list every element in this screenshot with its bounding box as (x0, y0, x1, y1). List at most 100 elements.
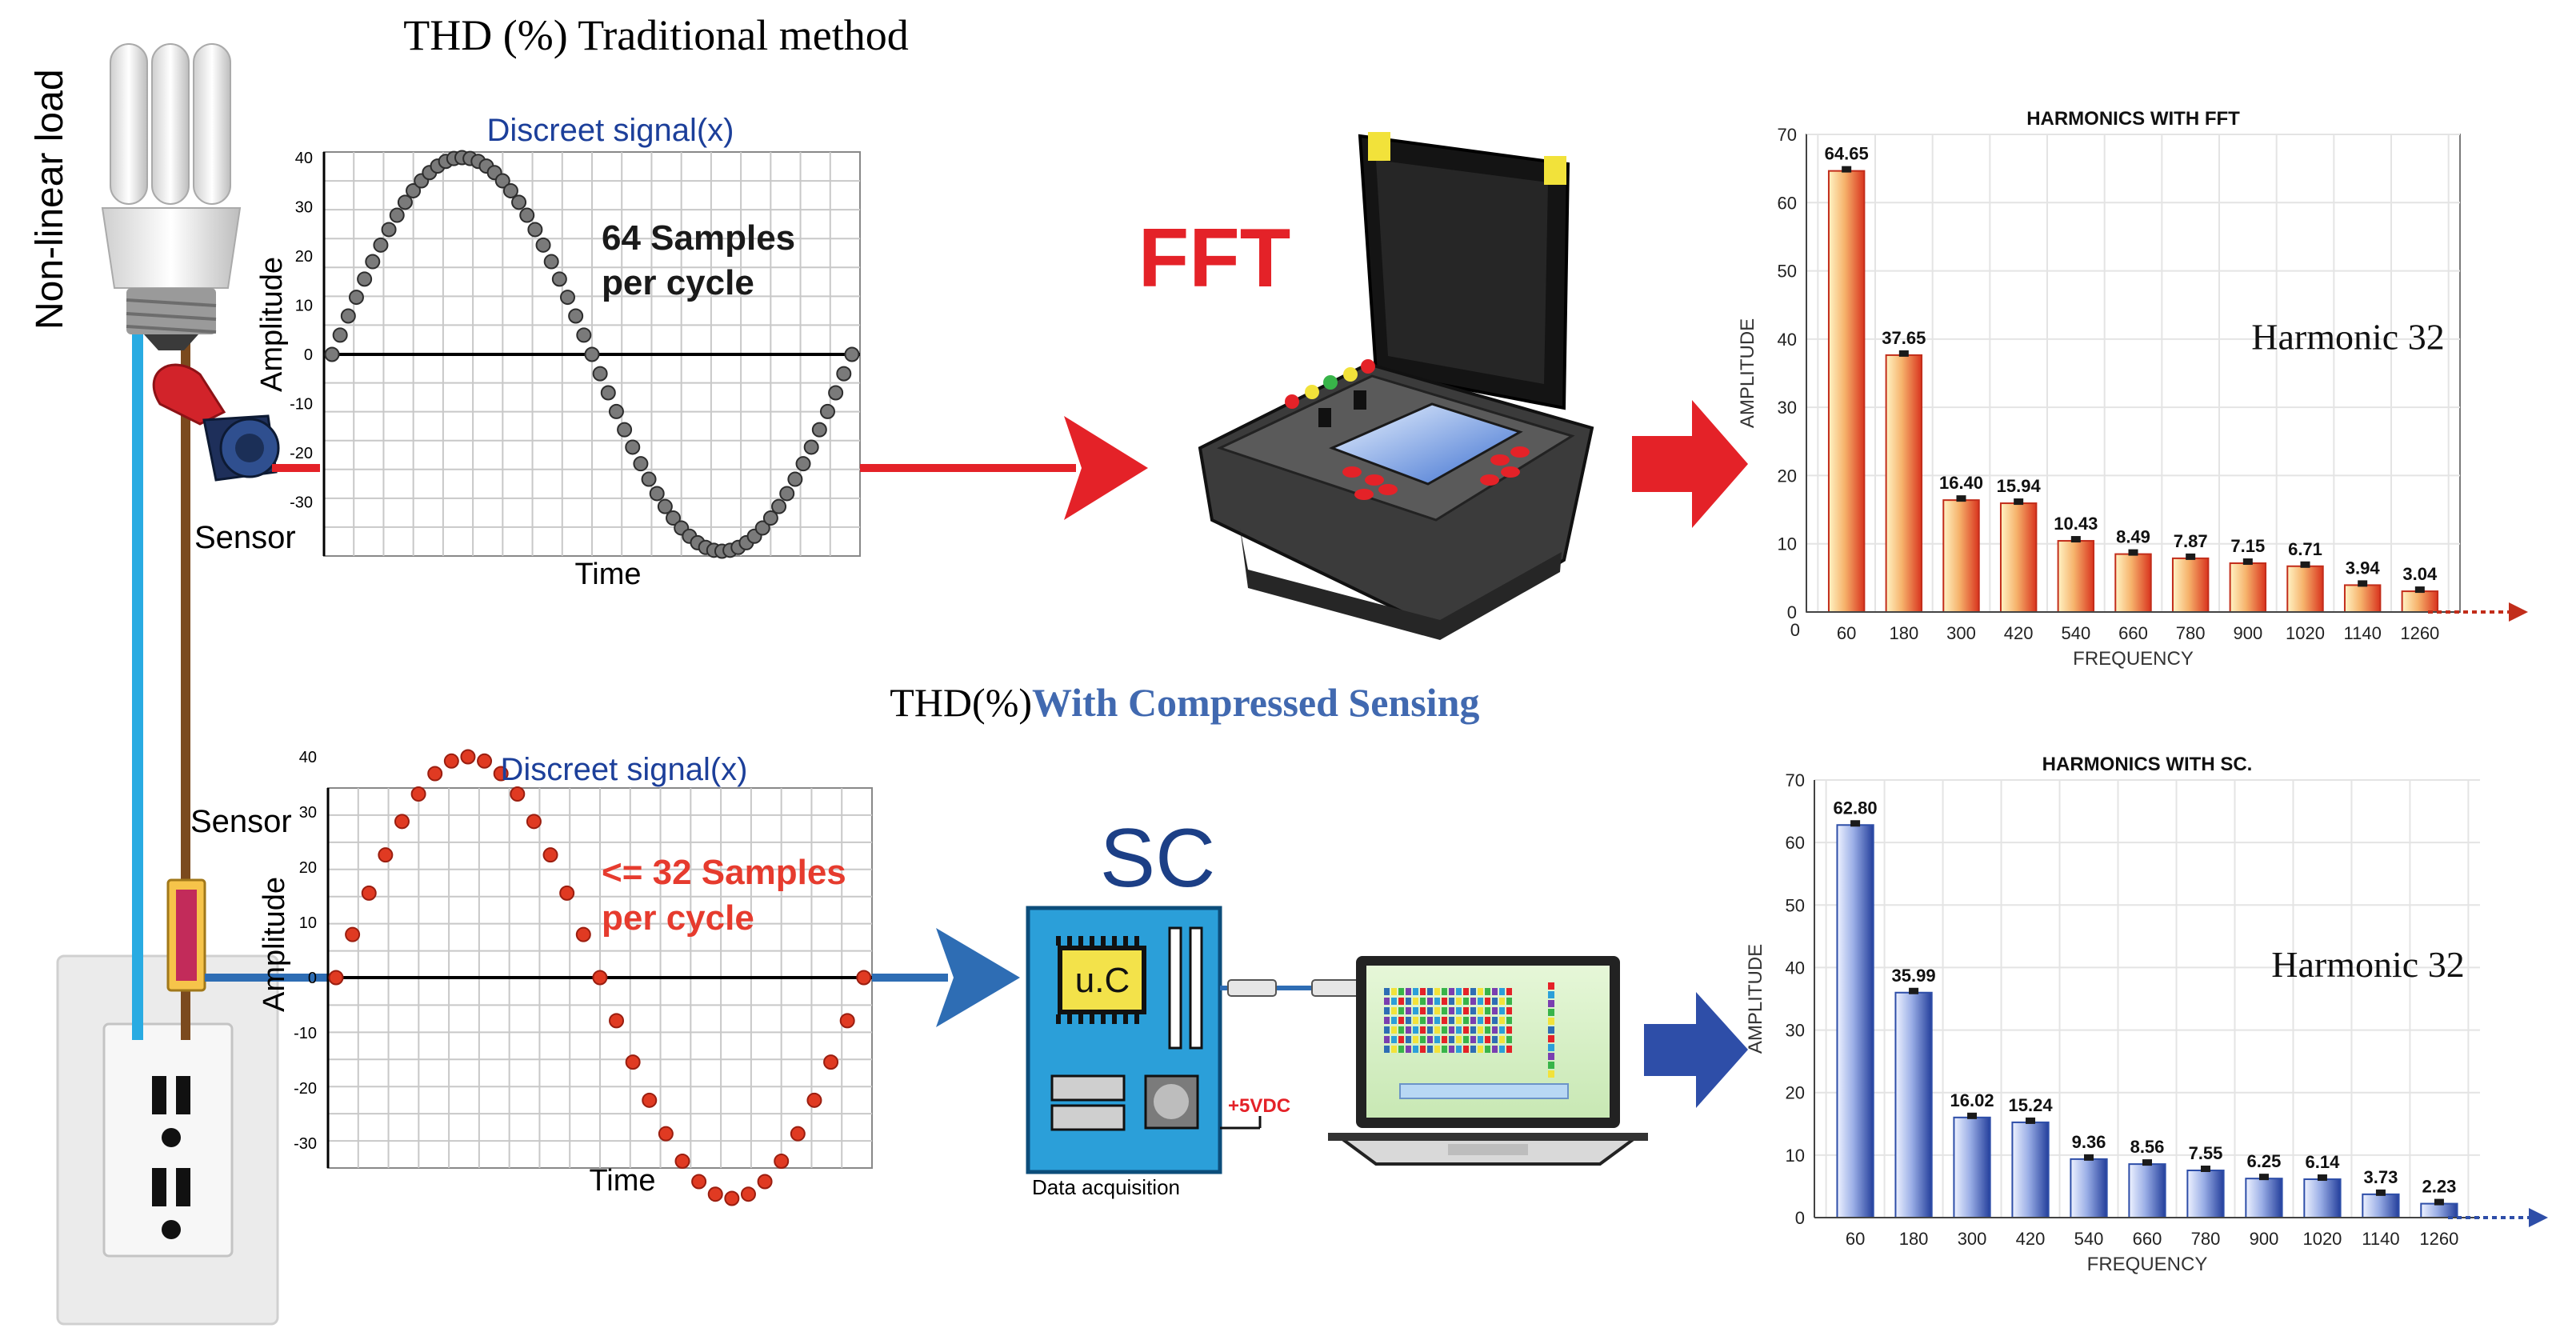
chart-value-label: 7.15 (2230, 536, 2265, 556)
signal-ytick-label: 10 (299, 914, 317, 932)
laptop-screen-pixel (1427, 1046, 1433, 1053)
laptop-screen-pixel (1398, 1036, 1404, 1043)
signal-sample-point (795, 456, 811, 472)
fft-label: FFT (1138, 212, 1291, 305)
chart-bar (2401, 590, 2439, 613)
chart-ytick-label: 0 (1795, 1208, 1805, 1228)
signal-sample-point (494, 173, 510, 189)
chart-harmonics-fft: 01020304050607064.656037.6518016.4030015… (1737, 108, 2528, 670)
signal-ytick-label: 40 (299, 749, 317, 766)
signal-plot-32-title: Discreet signal(x) (501, 752, 748, 787)
chart-ytick-label: 70 (1778, 125, 1797, 145)
laptop-screen-pixel (1420, 1026, 1426, 1034)
signal-sample-point (348, 290, 364, 306)
chart-bar (1942, 499, 1980, 613)
cfl-bulb-icon (101, 43, 242, 350)
laptop-screen-pixel (1485, 1036, 1490, 1043)
daq-label: Data acquisition (1032, 1175, 1180, 1199)
chart-value-label: 8.49 (2116, 527, 2150, 547)
laptop-screen-pixel (1456, 1046, 1462, 1053)
laptop-screen-pixel (1406, 998, 1411, 1005)
chart-ylabel: AMPLITUDE (1737, 318, 1758, 428)
signal-sample-point (526, 814, 542, 830)
laptop-screen-pixel (1506, 998, 1512, 1005)
laptop-screen-pixel (1470, 988, 1476, 995)
chart-value-label: 16.40 (1939, 473, 1983, 493)
chart-xtick-label: 180 (1899, 1229, 1929, 1249)
chart-value-label: 6.71 (2288, 539, 2322, 559)
chart-xtick-label: 540 (2061, 623, 2090, 643)
laptop-screen-pixel (1478, 1007, 1483, 1014)
signal-plot-64-xlabel: Time (574, 558, 641, 591)
laptop-screen-pixel (1398, 1007, 1404, 1014)
signal-ytick-label: -20 (290, 445, 313, 462)
signal-sample-point (345, 926, 361, 942)
signal-sample-point (828, 385, 844, 401)
laptop-screen-pixel (1548, 1018, 1554, 1025)
laptop-screen-pixel (1420, 988, 1426, 995)
signal-sample-point (551, 271, 567, 287)
laptop-screen-pixel (1384, 1026, 1390, 1034)
laptop-screen-pixel (1391, 1046, 1397, 1053)
chart-bar (2303, 1178, 2342, 1218)
laptop-screen-pixel (1463, 1036, 1469, 1043)
laptop-screen-pixel (1449, 1046, 1454, 1053)
signal-sample-point (762, 510, 778, 526)
chart-bar (1953, 1116, 1991, 1219)
chart-xtick-label: 900 (2250, 1229, 2279, 1249)
chart-bar-cap (2358, 580, 2368, 587)
chart-bar-cap (1842, 166, 1852, 173)
laptop-screen-pixel (1456, 998, 1462, 1005)
chart-bar-cap (2414, 586, 2425, 594)
chart-value-label: 6.25 (2247, 1151, 2282, 1171)
signal-sample-point (658, 1126, 674, 1142)
laptop-screen-pixel (1463, 1017, 1469, 1024)
chart-value-label: 6.14 (2306, 1152, 2341, 1172)
laptop-screen-pixel (1463, 988, 1469, 995)
signal-sample-point (625, 1054, 641, 1070)
signal-sample-point (510, 786, 526, 802)
chart-value-label: 15.24 (2009, 1095, 2054, 1115)
laptop-screen-pixel (1492, 1026, 1498, 1034)
laptop-screen-pixel (1499, 998, 1505, 1005)
chart-value-label: 37.65 (1882, 328, 1926, 348)
chart-value-label: 3.04 (2402, 564, 2438, 584)
signal-sample-point (633, 456, 649, 472)
signal-ytick-label: 20 (295, 248, 313, 266)
wall-outlet (56, 954, 279, 1326)
chart-ytick-label: 10 (1778, 534, 1797, 554)
laptop-screen-pixel (1442, 1026, 1447, 1034)
laptop-screen-pixel (1442, 988, 1447, 995)
laptop-screen-pixel (1478, 988, 1483, 995)
chart-bar-cap (2200, 1166, 2210, 1173)
signal-sample-point (641, 471, 657, 487)
signal-sample-point (340, 308, 356, 324)
signal-sample-point (568, 308, 584, 324)
laptop-screen-pixel (1456, 1007, 1462, 1014)
clamp-sensor-icon (152, 363, 320, 482)
signal-sample-point (406, 182, 422, 198)
chart-bar (2229, 562, 2267, 613)
chart-bar-cap (2026, 1117, 2036, 1124)
signal-sample-point (543, 254, 559, 270)
laptop-screen-pixel (1506, 1017, 1512, 1024)
laptop-screen-pixel (1470, 1046, 1476, 1053)
chart-bar (2245, 1178, 2283, 1219)
signal-sample-point (332, 327, 348, 343)
signal-plot-32: 40 30 20 10 0 -10 -20 -30 Discreet signal(x) <=… (258, 749, 873, 1206)
signal-sample-point (584, 346, 600, 362)
laptop-screen-pixel (1413, 1036, 1418, 1043)
chart-origin-label: 0 (1790, 620, 1800, 640)
laptop-screen-pixel (1456, 988, 1462, 995)
laptop-screen-pixel (1485, 988, 1490, 995)
chart-bar (2114, 553, 2152, 613)
laptop-screen-pixel (1506, 988, 1512, 995)
non-linear-load-label: Non-linear load (29, 69, 71, 330)
chart-ytick-label: 40 (1778, 330, 1797, 350)
chart-bar-cap (1967, 1112, 1978, 1119)
arrow-to-sc (872, 928, 1020, 1027)
chart-bar (1894, 991, 1933, 1219)
chart-xtick-label: 900 (2233, 623, 2262, 643)
laptop-screen-pixel (1434, 1007, 1440, 1014)
